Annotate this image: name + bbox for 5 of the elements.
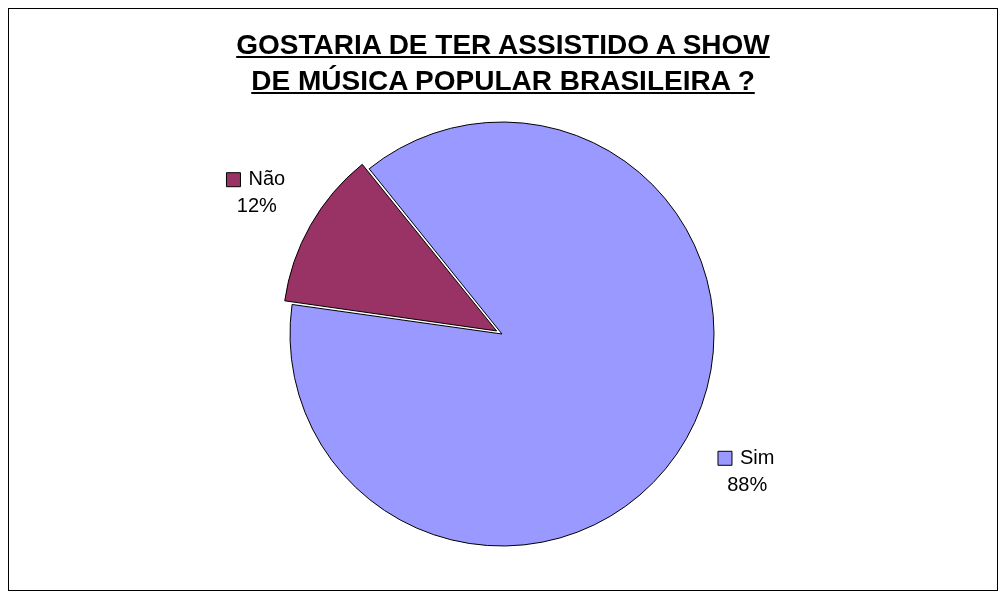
legend-label: Sim [739, 445, 775, 468]
legend-label: Não [248, 167, 286, 190]
data-label: 12% [236, 194, 278, 217]
data-label: 88% [727, 472, 768, 495]
chart-title: GOSTARIA DE TER ASSISTIDO A SHOW DE MÚSICA POPULAR BRASILEIRA ? [235, 28, 771, 98]
